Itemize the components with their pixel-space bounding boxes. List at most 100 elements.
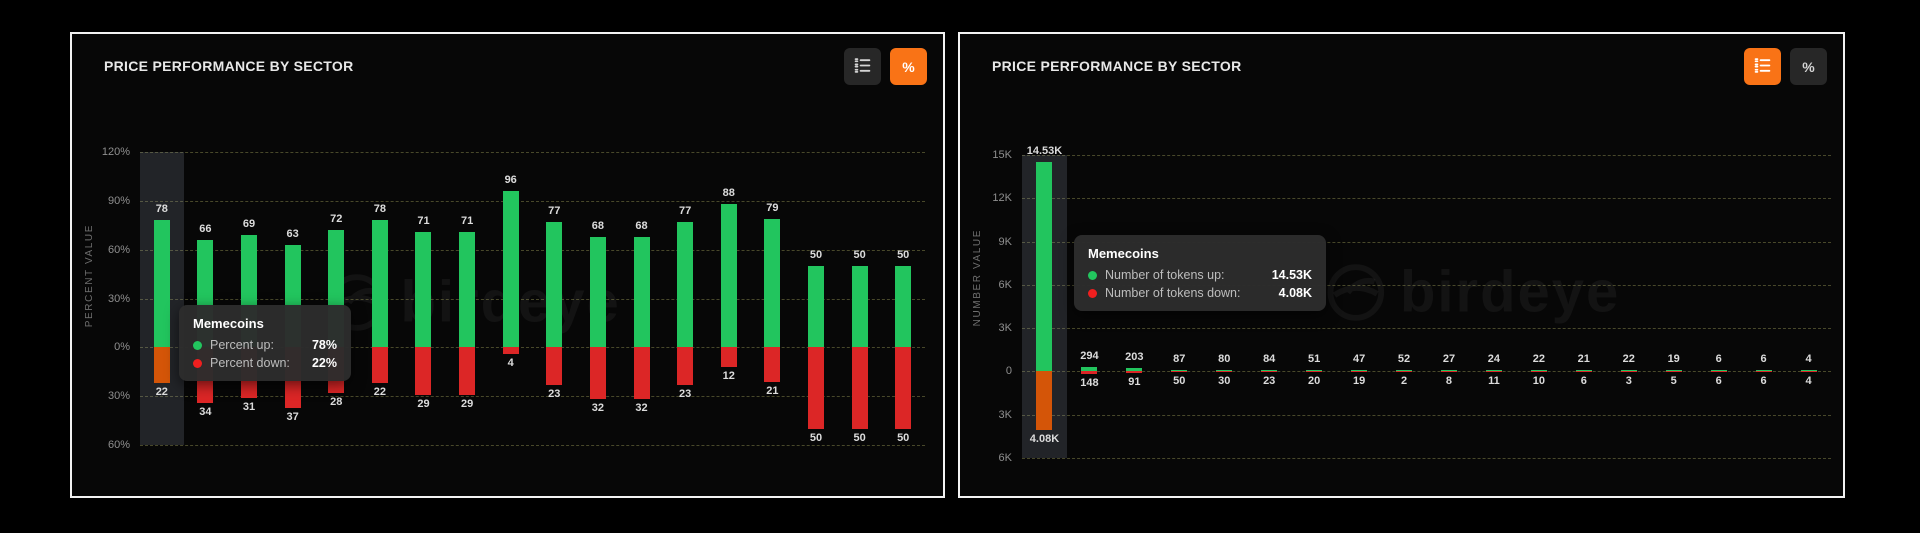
bar-up-segment[interactable] xyxy=(1710,370,1727,372)
bar-down-segment[interactable] xyxy=(1440,371,1457,373)
bar-down-value-label: 50 xyxy=(897,431,910,444)
bar-down-segment[interactable] xyxy=(1800,371,1817,373)
bar-up-value-label: 72 xyxy=(330,213,343,226)
bar-up-value-label: 84 xyxy=(1263,353,1276,366)
bar-up-segment[interactable] xyxy=(1216,370,1233,372)
bar-up-segment[interactable] xyxy=(459,231,476,348)
bar-up-segment[interactable] xyxy=(1485,370,1502,372)
bar-up-segment[interactable] xyxy=(502,191,519,348)
bar-up-segment[interactable] xyxy=(1440,370,1457,372)
bar-up-segment[interactable] xyxy=(1530,370,1547,372)
percent-view-button[interactable]: % xyxy=(890,48,927,85)
bar-down-segment[interactable] xyxy=(851,347,868,429)
bar-up-segment[interactable] xyxy=(720,204,737,348)
tooltip-label: Number of tokens down: xyxy=(1105,286,1241,300)
plot-area: 15K 12K 9K 6K 3K 0 3K 6K 14.53K 4.08K 294 148 203 91 8… xyxy=(992,145,1831,464)
bar-up-segment[interactable] xyxy=(633,236,650,348)
plot-area: 120% 90% 60% 30% 0% 30% 60% 78 22 66 34 69 31 63 37 72 2… xyxy=(102,146,925,451)
bar-down-segment[interactable] xyxy=(895,347,912,429)
bar-down-value-label: 8 xyxy=(1445,375,1453,388)
bar-down-segment[interactable] xyxy=(371,347,388,384)
bar-down-value-label: 37 xyxy=(286,410,299,423)
bar-down-value-label: 23 xyxy=(548,387,561,400)
bar-up-segment[interactable] xyxy=(546,221,563,348)
gridline xyxy=(1022,371,1831,373)
bar-up-segment[interactable] xyxy=(371,220,388,348)
bar-down-segment[interactable] xyxy=(546,347,563,385)
bar-up-segment[interactable] xyxy=(764,218,781,348)
gridline xyxy=(140,200,925,202)
bar-up-segment[interactable] xyxy=(1171,370,1188,372)
bar-down-segment[interactable] xyxy=(1665,371,1682,373)
bar-up-segment[interactable] xyxy=(1261,370,1278,372)
bar-up-value-label: 294 xyxy=(1080,350,1099,363)
bar-down-segment[interactable] xyxy=(807,347,824,429)
bar-up-value-label: 77 xyxy=(679,204,692,217)
bar-up-segment[interactable] xyxy=(807,265,824,348)
bar-up-segment[interactable] xyxy=(851,265,868,348)
bar-down-segment[interactable] xyxy=(1171,371,1188,373)
bar-up-value-label: 79 xyxy=(766,201,779,214)
bar-up-value-label: 51 xyxy=(1308,353,1321,366)
bar-up-segment[interactable] xyxy=(895,265,912,348)
bar-up-segment[interactable] xyxy=(153,220,170,348)
bar-up-segment[interactable] xyxy=(1036,161,1053,372)
bar-up-segment[interactable] xyxy=(1306,370,1323,372)
bar-down-segment[interactable] xyxy=(1620,371,1637,373)
bar-up-segment[interactable] xyxy=(1575,370,1592,372)
y-tick-label: 120% xyxy=(101,146,130,158)
bar-up-value-label: 69 xyxy=(242,218,256,231)
bar-up-segment[interactable] xyxy=(1665,370,1682,372)
gridline xyxy=(1022,241,1831,243)
bar-down-value-label: 6 xyxy=(1760,375,1767,388)
bar-down-segment[interactable] xyxy=(1530,371,1547,373)
bar-up-segment[interactable] xyxy=(1396,370,1413,372)
bar-down-segment[interactable] xyxy=(1261,371,1278,373)
bar-up-segment[interactable] xyxy=(1755,370,1772,372)
bar-down-segment[interactable] xyxy=(502,347,519,354)
list-view-button[interactable] xyxy=(844,48,881,85)
bar-down-value-label: 31 xyxy=(242,400,256,413)
y-tick-label: 90% xyxy=(107,194,130,207)
bar-down-segment[interactable] xyxy=(1126,371,1143,373)
bar-down-segment[interactable] xyxy=(764,347,781,382)
bar-up-segment[interactable] xyxy=(415,231,432,348)
bar-down-segment[interactable] xyxy=(1036,371,1053,431)
bar-up-segment[interactable] xyxy=(1620,370,1637,372)
bar-down-value-label: 50 xyxy=(809,431,823,444)
bar-down-segment[interactable] xyxy=(1306,371,1323,373)
bar-down-segment[interactable] xyxy=(1485,371,1502,373)
y-tick-label: 9K xyxy=(998,235,1012,248)
tooltip-title: Memecoins xyxy=(1088,246,1159,261)
bar-up-segment[interactable] xyxy=(1081,367,1098,372)
bar-down-segment[interactable] xyxy=(153,347,170,384)
bar-down-value-label: 11 xyxy=(1488,375,1500,388)
bar-down-segment[interactable] xyxy=(1755,371,1772,373)
bar-up-value-label: 6 xyxy=(1760,353,1767,366)
bar-up-segment[interactable] xyxy=(1800,370,1817,372)
bar-down-segment[interactable] xyxy=(1710,371,1727,373)
bar-down-segment[interactable] xyxy=(1216,371,1233,373)
percent-view-button[interactable]: % xyxy=(1790,48,1827,85)
bar-up-value-label: 96 xyxy=(504,174,517,187)
bar-down-segment[interactable] xyxy=(720,347,737,367)
bar-down-segment[interactable] xyxy=(1351,371,1368,373)
percent-icon: % xyxy=(1802,58,1815,75)
bar-down-segment[interactable] xyxy=(1396,371,1413,373)
bar-down-segment[interactable] xyxy=(459,347,476,395)
bar-down-segment[interactable] xyxy=(589,347,606,400)
bar-up-segment[interactable] xyxy=(589,236,606,348)
bar-down-segment[interactable] xyxy=(677,347,694,385)
list-view-button[interactable] xyxy=(1744,48,1781,85)
bar-up-segment[interactable] xyxy=(1351,370,1368,372)
bar-up-segment[interactable] xyxy=(1126,368,1143,372)
y-tick-label: 6K xyxy=(998,452,1012,464)
bar-up-value-label: 50 xyxy=(897,248,910,261)
bar-up-segment[interactable] xyxy=(677,221,694,348)
chart-tooltip: Memecoins Number of tokens up: 14.53K Nu… xyxy=(1074,235,1326,311)
bar-down-segment[interactable] xyxy=(1575,371,1592,373)
bar-up-value-label: 52 xyxy=(1397,353,1411,366)
bar-down-segment[interactable] xyxy=(415,347,432,395)
bar-down-segment[interactable] xyxy=(633,347,650,400)
bar-down-segment[interactable] xyxy=(1081,371,1098,374)
